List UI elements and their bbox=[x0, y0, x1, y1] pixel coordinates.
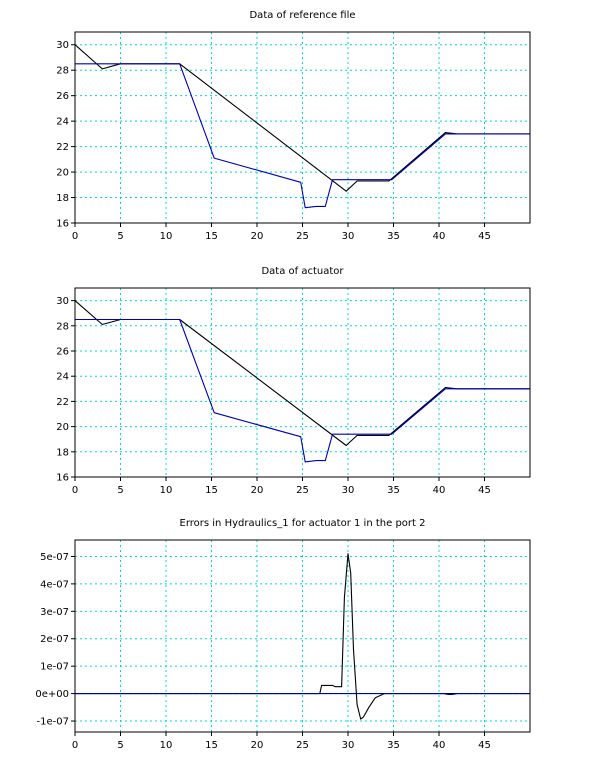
x-tick-label: 25 bbox=[296, 231, 309, 242]
x-tick-label: 35 bbox=[387, 231, 400, 242]
x-tick-label: 15 bbox=[205, 485, 218, 496]
x-tick-label: 40 bbox=[433, 231, 446, 242]
y-tick-label: 5e-07 bbox=[40, 552, 69, 563]
y-tick-label: 30 bbox=[56, 40, 69, 51]
x-tick-label: 5 bbox=[117, 231, 123, 242]
y-tick-label: 3e-07 bbox=[40, 607, 69, 618]
series-line-1 bbox=[75, 553, 530, 720]
y-tick-label: 28 bbox=[56, 66, 69, 77]
x-tick-label: 15 bbox=[205, 740, 218, 751]
x-tick-label: 15 bbox=[205, 231, 218, 242]
x-tick-label: 30 bbox=[342, 485, 355, 496]
x-tick-label: 40 bbox=[433, 740, 446, 751]
series-line-2 bbox=[75, 63, 530, 209]
x-tick-label: 10 bbox=[160, 740, 173, 751]
chart-panel-2: Data of actuator 0 5 10 15 20 25 30 35 40 45 16 18 20… bbox=[56, 266, 531, 496]
x-tick-label: 20 bbox=[251, 231, 264, 242]
y-tick-label: 16 bbox=[56, 219, 69, 230]
chart-panel-3: Errors in Hydraulics_1 for actuator 1 in… bbox=[35, 518, 531, 751]
x-tick-label: 30 bbox=[342, 231, 355, 242]
x-tick-label: 20 bbox=[251, 485, 264, 496]
x-tick-label: 45 bbox=[478, 485, 491, 496]
y-tick-label: 22 bbox=[56, 142, 69, 153]
chart-title: Data of reference file bbox=[249, 10, 355, 21]
x-tick-label: 40 bbox=[433, 485, 446, 496]
chart-panel-1: Data of reference file 0 5 10 15 20 25 30 35 40 45… bbox=[56, 10, 531, 242]
y-tick-label: 18 bbox=[56, 447, 69, 458]
y-tick-label: 0e+00 bbox=[35, 689, 69, 700]
x-tick-label: 5 bbox=[117, 740, 123, 751]
x-tick-label: 5 bbox=[117, 485, 123, 496]
chart-title: Errors in Hydraulics_1 for actuator 1 in… bbox=[180, 518, 426, 529]
x-tick-label: 20 bbox=[251, 740, 264, 751]
series-line-2 bbox=[75, 318, 530, 463]
series-line-1 bbox=[74, 300, 530, 447]
series-line-2 bbox=[75, 693, 530, 695]
x-tick-label: 45 bbox=[478, 740, 491, 751]
x-tick-label: 25 bbox=[296, 485, 309, 496]
y-tick-label: 30 bbox=[56, 296, 69, 307]
y-tick-label: -1e-07 bbox=[37, 717, 69, 728]
x-tick-label: 45 bbox=[478, 231, 491, 242]
y-tick-label: 18 bbox=[56, 193, 69, 204]
y-tick-label: 24 bbox=[56, 117, 69, 128]
series-line-1 bbox=[74, 44, 530, 192]
y-tick-label: 2e-07 bbox=[40, 634, 69, 645]
x-tick-label: 10 bbox=[160, 485, 173, 496]
y-tick-label: 16 bbox=[56, 473, 69, 484]
x-tick-label: 0 bbox=[72, 740, 78, 751]
y-tick-label: 20 bbox=[56, 168, 69, 179]
x-tick-label: 25 bbox=[296, 740, 309, 751]
y-tick-label: 22 bbox=[56, 397, 69, 408]
y-tick-label: 1e-07 bbox=[40, 662, 69, 673]
y-tick-label: 26 bbox=[56, 347, 69, 358]
chart-title: Data of actuator bbox=[261, 266, 344, 277]
x-tick-label: 0 bbox=[72, 231, 78, 242]
y-tick-label: 20 bbox=[56, 422, 69, 433]
x-tick-label: 35 bbox=[387, 740, 400, 751]
y-tick-label: 4e-07 bbox=[40, 579, 69, 590]
x-tick-label: 30 bbox=[342, 740, 355, 751]
y-tick-label: 28 bbox=[56, 321, 69, 332]
x-tick-label: 10 bbox=[160, 231, 173, 242]
y-tick-label: 24 bbox=[56, 372, 69, 383]
x-tick-label: 35 bbox=[387, 485, 400, 496]
x-tick-label: 0 bbox=[72, 485, 78, 496]
y-tick-label: 26 bbox=[56, 91, 69, 102]
